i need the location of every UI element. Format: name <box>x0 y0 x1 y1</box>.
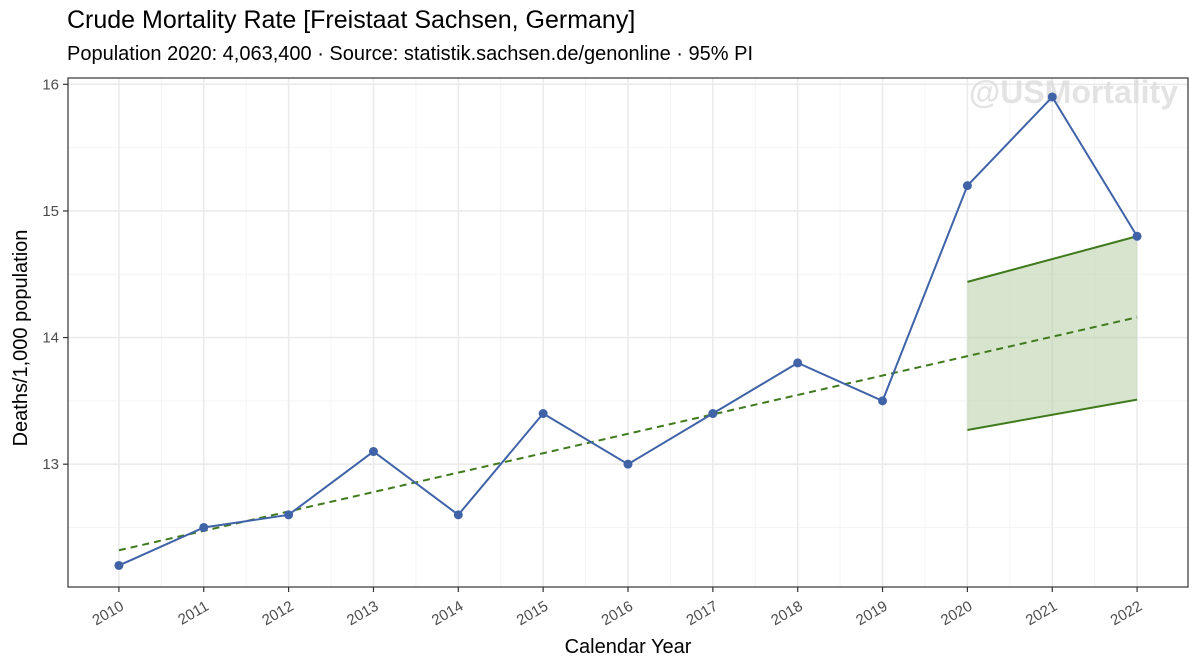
chart-subtitle: Population 2020: 4,063,400 · Source: sta… <box>67 43 754 65</box>
data-point <box>538 409 548 419</box>
prediction-interval <box>967 235 1138 431</box>
data-point <box>199 522 209 532</box>
x-tick-label: 2015 <box>514 598 551 629</box>
x-tick-label: 2013 <box>344 598 381 629</box>
x-tick-label: 2010 <box>90 598 127 629</box>
observed-series <box>114 92 1142 570</box>
data-point <box>1132 231 1142 241</box>
data-point <box>878 396 888 406</box>
data-point <box>708 409 718 419</box>
x-axis: 2010 2011 2012 2013 2014 2015 2016 2017 2018 2019… <box>90 587 1145 629</box>
data-point <box>962 181 972 191</box>
x-tick-label: 2021 <box>1023 598 1060 629</box>
y-axis-title: Deaths/1,000 population <box>10 230 32 447</box>
x-tick-label: 2016 <box>599 598 636 629</box>
data-point <box>793 358 803 368</box>
prediction-interval-band <box>967 236 1138 430</box>
x-tick-label: 2017 <box>683 598 720 629</box>
x-tick-label: 2022 <box>1108 598 1145 629</box>
x-tick-label: 2019 <box>853 598 890 629</box>
upper-bound-line <box>967 235 1138 283</box>
x-tick-label: 2011 <box>175 598 211 629</box>
lower-bound-line <box>967 398 1138 431</box>
x-tick-label: 2014 <box>429 598 466 629</box>
y-tick-label: 14 <box>42 330 59 347</box>
data-point <box>1047 92 1057 102</box>
x-tick-label: 2012 <box>259 598 296 629</box>
x-tick-label: 2020 <box>938 598 975 629</box>
y-axis: 13 14 15 16 <box>42 76 68 473</box>
x-axis-title: Calendar Year <box>565 636 692 658</box>
watermark: @USMortality <box>969 74 1178 110</box>
y-tick-label: 16 <box>42 76 59 93</box>
y-tick-label: 13 <box>42 456 59 473</box>
major-gridlines <box>68 78 1188 587</box>
data-point <box>453 510 463 520</box>
chart-title: Crude Mortality Rate [Freistaat Sachsen,… <box>67 6 636 34</box>
x-tick-label: 2018 <box>768 598 805 629</box>
data-point <box>114 560 124 570</box>
y-tick-label: 15 <box>42 203 59 220</box>
data-point <box>368 447 378 457</box>
data-point <box>623 459 633 469</box>
data-point <box>284 510 294 520</box>
